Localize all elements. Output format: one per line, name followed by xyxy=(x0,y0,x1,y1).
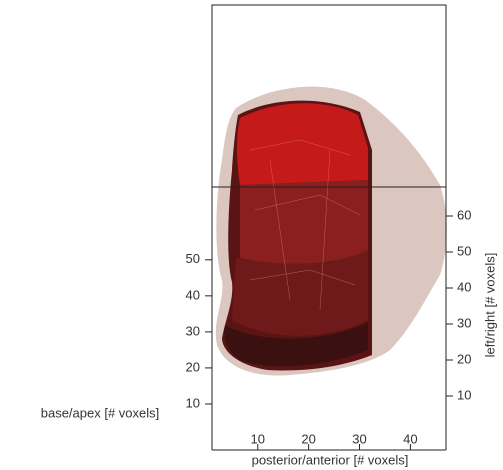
x-tick-label: 10 xyxy=(251,431,265,446)
middle-region xyxy=(240,180,368,264)
z-tick-label: 20 xyxy=(186,359,200,374)
z-tick-label: 40 xyxy=(186,287,200,302)
mesh-rendering xyxy=(216,87,447,376)
y-axis-label: left/right [# voxels] xyxy=(482,253,497,358)
y-tick-label: 30 xyxy=(457,315,471,330)
y-tick-label: 10 xyxy=(457,387,471,402)
z-tick-label: 50 xyxy=(186,251,200,266)
z-axis-label: base/apex [# voxels] xyxy=(41,405,160,420)
x-tick-label: 30 xyxy=(352,431,366,446)
y-tick-label: 60 xyxy=(457,207,471,222)
x-tick-label: 20 xyxy=(301,431,315,446)
chart: posterior/anterior [# voxels] base/apex … xyxy=(0,0,503,470)
x-tick-label: 40 xyxy=(403,431,417,446)
y-tick-label: 20 xyxy=(457,351,471,366)
upper-region xyxy=(237,103,368,185)
y-tick-label: 50 xyxy=(457,243,471,258)
z-tick-label: 10 xyxy=(186,395,200,410)
x-axis-label: posterior/anterior [# voxels] xyxy=(252,452,409,467)
z-tick-label: 30 xyxy=(186,323,200,338)
y-tick-label: 40 xyxy=(457,279,471,294)
